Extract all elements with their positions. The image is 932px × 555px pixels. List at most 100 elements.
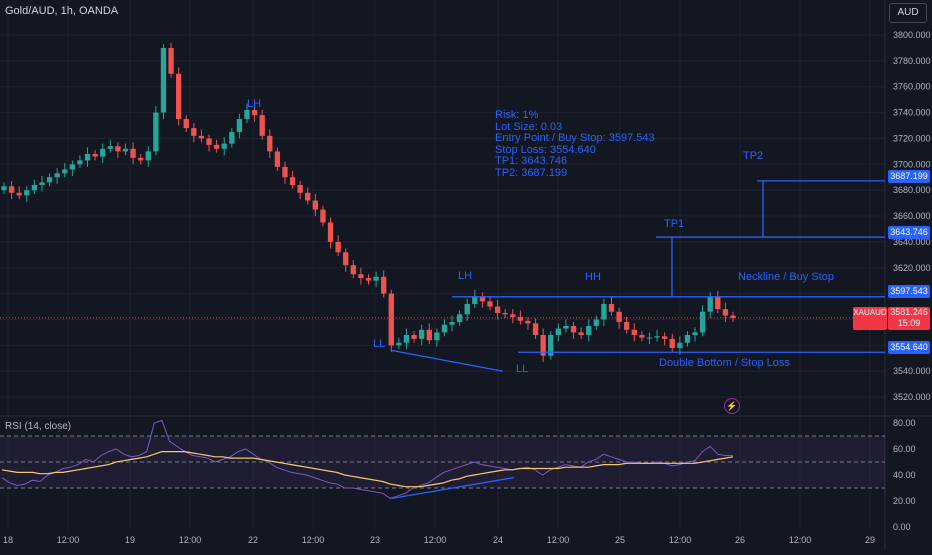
- y-tick-label: 3740.000: [893, 108, 931, 118]
- y-tick-label: 3720.000: [893, 133, 931, 143]
- x-tick-label: 18: [3, 535, 13, 545]
- candle-body: [168, 47, 174, 74]
- candle-body: [54, 173, 60, 178]
- candle-body: [388, 293, 394, 346]
- candle-body: [1, 186, 7, 191]
- lightning-icon[interactable]: ⚡: [724, 398, 740, 414]
- candle-body: [16, 192, 22, 196]
- candle-body: [153, 112, 159, 152]
- candle-body: [502, 313, 508, 315]
- candle-body: [282, 166, 288, 178]
- candle-body: [631, 329, 637, 335]
- candle-body: [578, 332, 584, 335]
- candle-body: [563, 325, 569, 329]
- last-price-badge: 3581.246 15:09: [888, 307, 930, 330]
- candle-body: [525, 320, 531, 324]
- candle-body: [472, 296, 478, 304]
- last-price-text: 3581.246: [890, 307, 928, 317]
- y-tick-label: 3680.000: [893, 185, 931, 195]
- candle-body: [69, 164, 76, 170]
- candle-body: [365, 278, 372, 281]
- candle-body: [100, 148, 106, 157]
- y-tick-label: 3800.000: [893, 30, 931, 40]
- rsi-trendline: [391, 476, 515, 500]
- candle-body: [24, 190, 30, 196]
- y-tick-label: 3520.000: [893, 392, 931, 402]
- currency-button[interactable]: AUD: [889, 3, 927, 23]
- badge-tp2: 3687.199: [888, 170, 930, 183]
- candle-body: [715, 296, 721, 310]
- candle-body: [639, 335, 645, 338]
- label-lh-right: LH: [458, 270, 473, 282]
- symbol-text: XAUAUD: [853, 308, 887, 317]
- candle-body: [267, 135, 273, 152]
- trade-info-tp1: TP1: 3643.746: [495, 155, 568, 167]
- candle-body: [138, 157, 144, 161]
- candle-body: [540, 335, 546, 356]
- candle-body: [84, 153, 91, 161]
- trade-info-risk: Risk: 1%: [495, 109, 539, 121]
- candle-body: [654, 336, 660, 338]
- candle-body: [699, 311, 706, 333]
- candle-body: [707, 296, 713, 312]
- candle-body: [107, 146, 113, 149]
- candle-body: [624, 322, 630, 330]
- x-tick-label: 12:00: [547, 535, 570, 545]
- candle-body: [145, 151, 151, 161]
- candle-body: [8, 186, 15, 193]
- candle-body: [684, 335, 691, 343]
- trade-info-lot: Lot Size: 0.03: [495, 120, 563, 133]
- candle-body: [289, 177, 296, 185]
- candle-body: [320, 209, 326, 223]
- label-double-bottom: Double Bottom / Stop Loss: [659, 357, 790, 369]
- candle-body: [411, 335, 417, 339]
- badge-stop: 3554.640: [888, 341, 930, 354]
- x-tick-label: 25: [615, 535, 625, 545]
- x-tick-label: 26: [735, 535, 745, 545]
- candle-body: [221, 143, 227, 149]
- rsi-tick-label: 40.00: [893, 470, 916, 480]
- candle-body: [350, 265, 356, 275]
- label-lh-top: LH: [247, 98, 262, 110]
- candle-body: [122, 148, 129, 152]
- candle-body: [677, 342, 683, 348]
- candle-body: [175, 73, 182, 120]
- trade-info-note: Risk: 1% Lot Size: 0.03 Entry Point / Bu…: [495, 109, 655, 179]
- candle-body: [441, 324, 448, 333]
- candle-body: [39, 182, 45, 185]
- rsi-tick-label: 20.00: [893, 496, 916, 506]
- candle-body: [426, 329, 432, 341]
- candle-body: [312, 200, 319, 210]
- candle-body: [487, 301, 493, 307]
- x-tick-label: 12:00: [302, 535, 325, 545]
- candle-body: [206, 138, 212, 145]
- candle-body: [373, 276, 379, 281]
- candle-body: [213, 144, 220, 149]
- candle-body: [396, 342, 402, 346]
- symbol-badge: XAUAUD: [853, 307, 887, 330]
- candle-body: [586, 325, 592, 335]
- x-tick-label: 19: [125, 535, 135, 545]
- candle-body: [236, 119, 243, 132]
- candle-body: [532, 323, 539, 335]
- y-tick-label: 3700.000: [893, 159, 931, 169]
- candle-body: [191, 128, 197, 136]
- badge-tp1: 3643.746: [888, 226, 930, 239]
- candle-body: [130, 148, 136, 158]
- candle-body: [434, 332, 440, 341]
- rsi-ma-line: [1, 451, 734, 488]
- candle-body: [464, 303, 470, 315]
- candle-body: [62, 169, 68, 174]
- x-tick-label: 29: [865, 535, 875, 545]
- candle-body: [570, 325, 577, 333]
- candle-body: [616, 311, 622, 323]
- x-tick-label: 12:00: [424, 535, 447, 545]
- candle-body: [510, 314, 516, 317]
- label-tp2: TP2: [743, 150, 764, 162]
- candle-body: [548, 335, 554, 356]
- label-tp1: TP1: [664, 218, 685, 230]
- candle-body: [335, 241, 341, 253]
- candle-body: [77, 160, 83, 165]
- candle-body: [692, 332, 698, 335]
- y-tick-label: 3660.000: [893, 211, 931, 221]
